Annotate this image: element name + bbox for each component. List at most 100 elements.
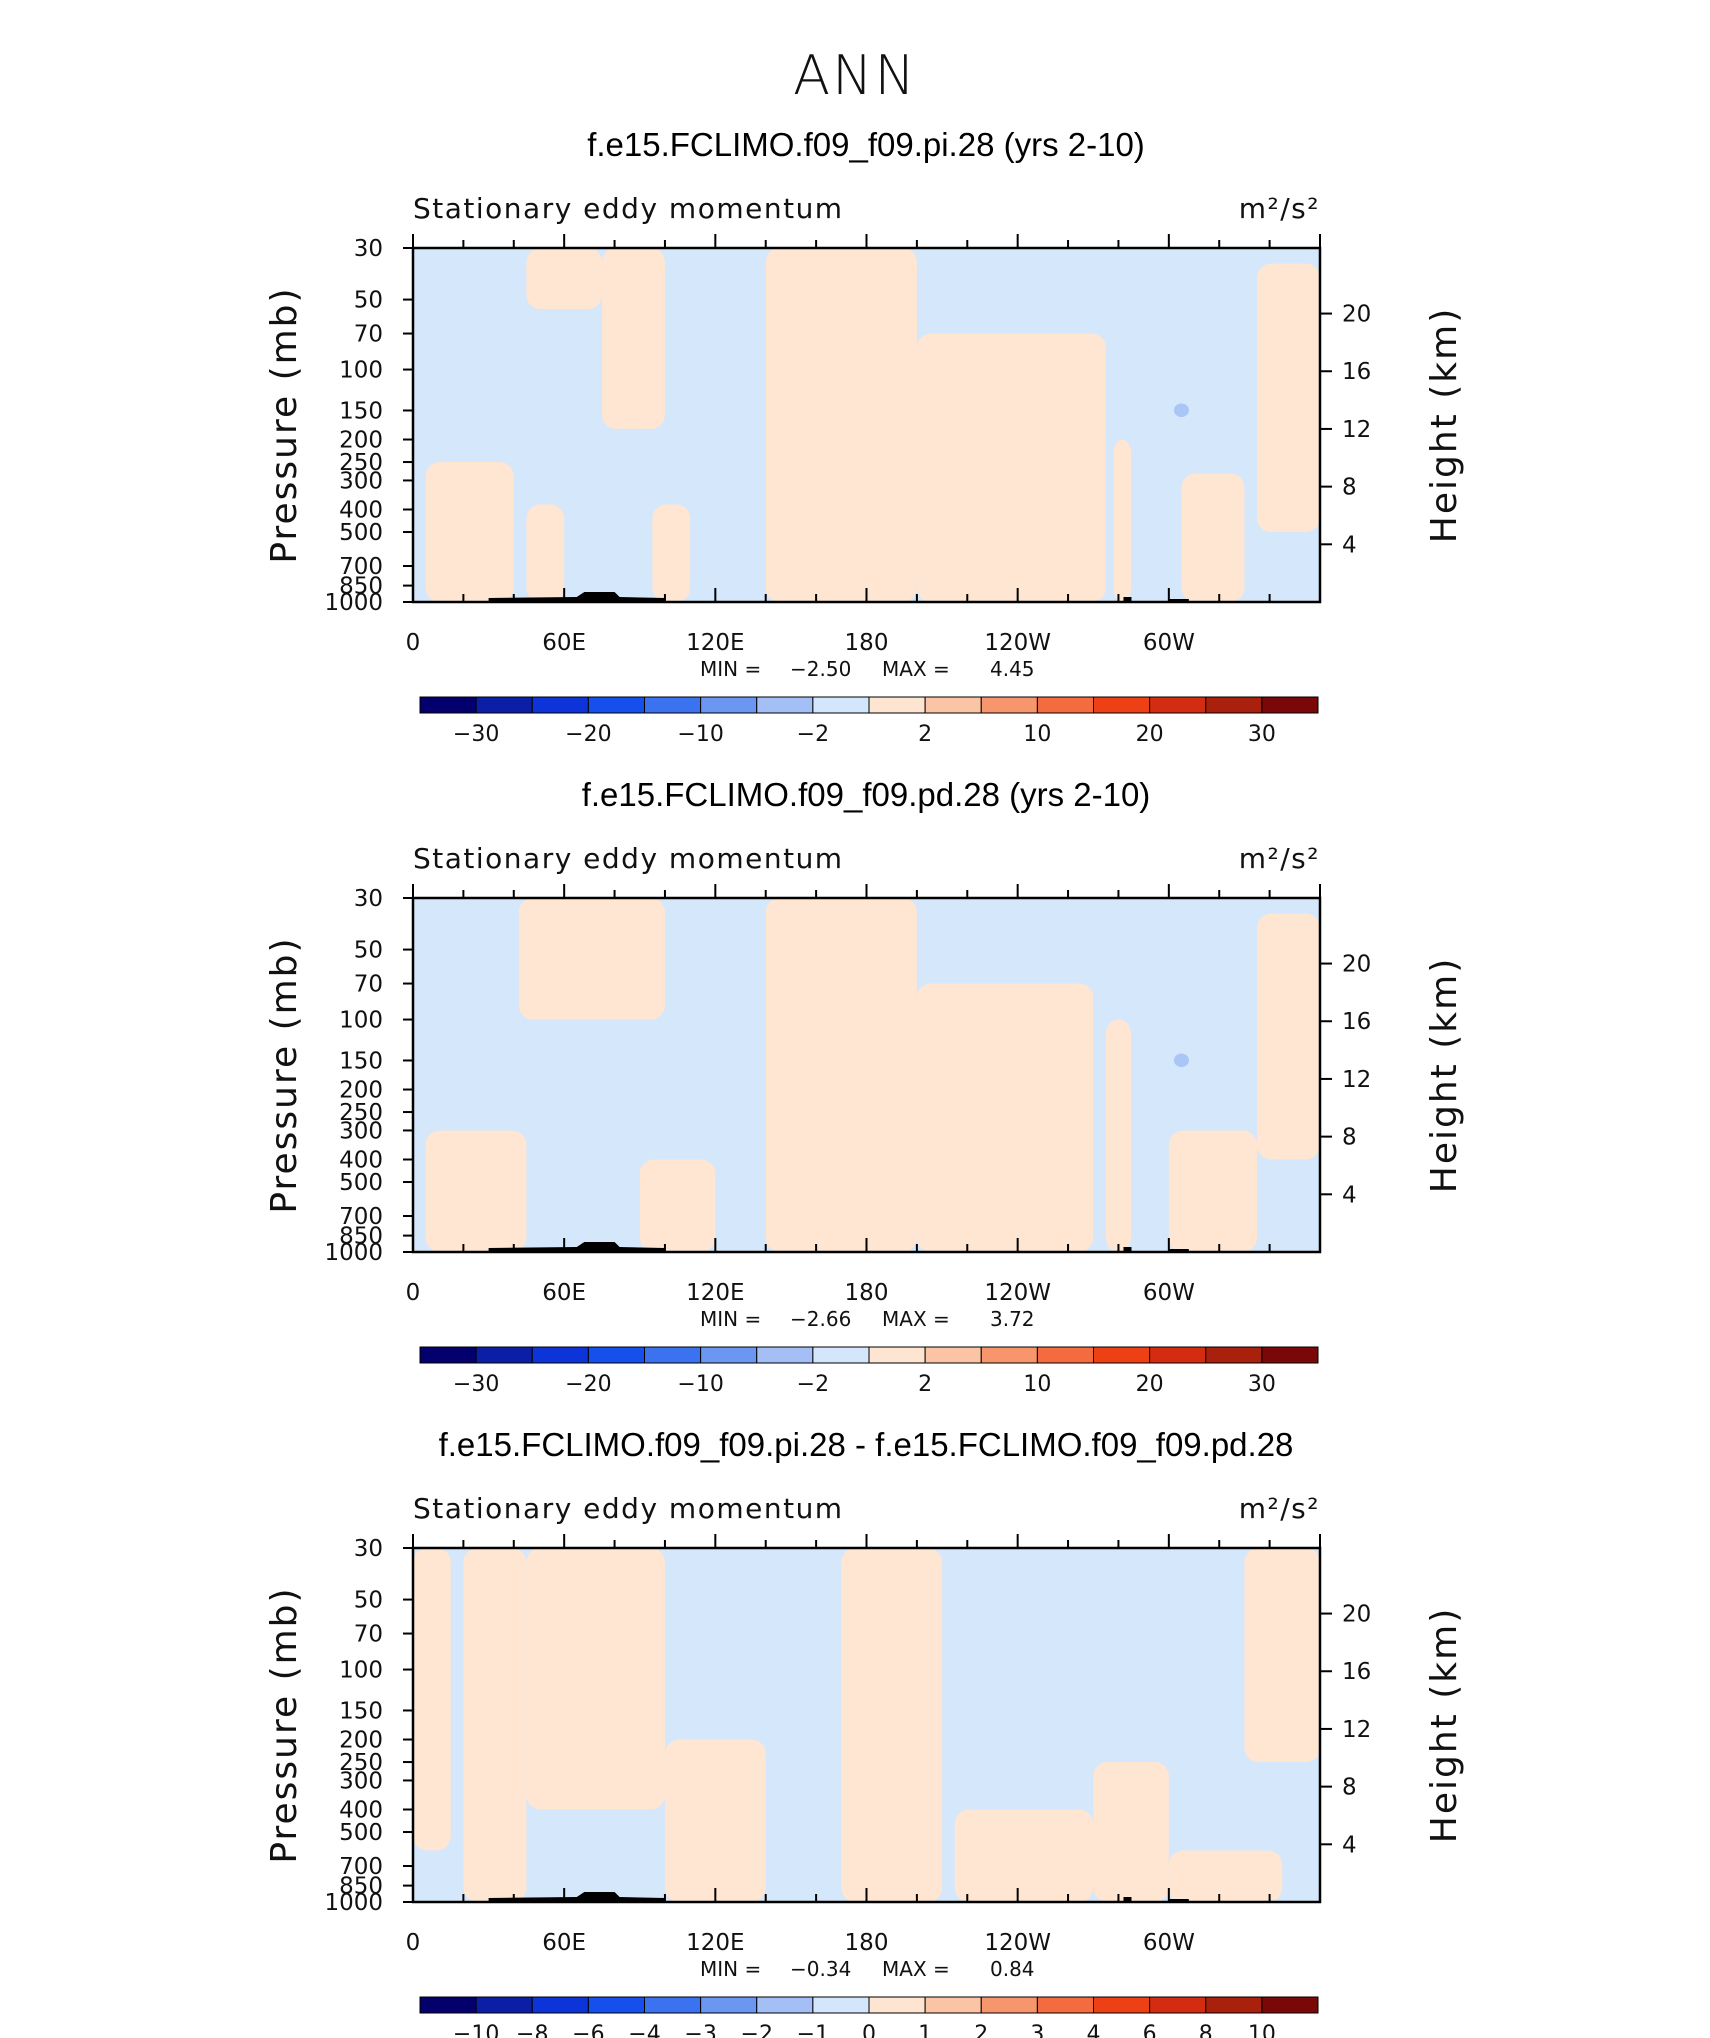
colorbar-label: −20: [565, 1372, 611, 1397]
colorbar-swatch: [700, 1346, 758, 1364]
field-region: [765, 248, 917, 602]
field-region: [841, 1548, 943, 1902]
chart-panel-1: f.e15.FCLIMO.f09_f09.pi.28 (yrs 2-10) Sta…: [264, 126, 1465, 747]
x-tick-label: 120W: [984, 1280, 1051, 1306]
y-tick-label: 850: [339, 1224, 383, 1250]
colorbar-label: −1: [797, 2022, 829, 2038]
field-region: [425, 462, 514, 602]
topography-mask: [1123, 1247, 1132, 1252]
colorbar-label: −2: [797, 722, 829, 747]
y-right-tick-label: 12: [1342, 1067, 1371, 1093]
y-tick-label: 150: [339, 398, 383, 424]
y-tick-label: 50: [354, 288, 383, 314]
colorbar-swatch: [868, 1996, 926, 2014]
topography-mask: [1168, 1249, 1189, 1252]
panel-subtitle: Stationary eddy momentum: [413, 842, 844, 875]
y-right-tick-label: 20: [1342, 952, 1371, 978]
colorbar-swatch: [419, 1996, 477, 2014]
colorbar-swatch: [756, 1996, 814, 2014]
field-layer: [425, 248, 1320, 602]
field-region: [916, 983, 1094, 1252]
chart-panel-2: f.e15.FCLIMO.f09_f09.pd.28 (yrs 2-10) Sta…: [264, 776, 1465, 1397]
y-axis-title: Pressure (mb): [264, 936, 305, 1213]
colorbar-swatch: [475, 696, 533, 714]
field-region: [413, 1548, 451, 1851]
y-tick-label: 400: [339, 497, 383, 523]
y-tick-label: 400: [339, 1797, 383, 1823]
colorbar-label: −20: [565, 722, 611, 747]
y-right-tick-label: 20: [1342, 302, 1371, 328]
min-label: MIN =: [700, 657, 761, 681]
field-region: [518, 898, 665, 1020]
colorbar-swatch: [924, 1346, 982, 1364]
y-right-axis-title: Height (km): [1424, 1607, 1465, 1843]
colorbar-label: −4: [628, 2022, 660, 2038]
field-layer: [413, 1548, 1320, 1902]
field-layer: [425, 898, 1320, 1252]
y-tick-label: 50: [354, 1588, 383, 1614]
colorbar-label: 8: [1199, 2022, 1213, 2038]
field-region: [1168, 1130, 1258, 1252]
field-region: [526, 1548, 665, 1810]
y-right-tick-label: 12: [1342, 1717, 1371, 1743]
colorbar-swatch: [868, 1346, 926, 1364]
x-tick-label: 180: [845, 630, 889, 656]
y-tick-label: 250: [339, 450, 383, 476]
colorbar-swatch: [587, 1996, 645, 2014]
field-region: [652, 504, 691, 602]
y-axis-title: Pressure (mb): [264, 286, 305, 563]
colorbar-swatch: [1261, 1346, 1319, 1364]
y-right-tick-label: 4: [1342, 1182, 1357, 1208]
field-region: [954, 1809, 1094, 1902]
colorbar-label: −2: [741, 2022, 773, 2038]
colorbar-swatch: [1093, 696, 1151, 714]
y-tick-label: 700: [339, 1204, 383, 1230]
colorbar-swatch: [644, 1996, 702, 2014]
y-tick-label: 1000: [324, 1240, 383, 1266]
x-tick-label: 180: [845, 1930, 889, 1956]
min-value: −2.50: [790, 657, 851, 681]
colorbar-label: 1: [918, 2022, 932, 2038]
field-region: [1093, 1762, 1169, 1902]
y-right-axis-title: Height (km): [1424, 307, 1465, 543]
field-region: [1244, 1548, 1320, 1763]
y-tick-label: 50: [354, 938, 383, 964]
colorbar-swatch: [1261, 696, 1319, 714]
topography-mask: [1123, 1897, 1132, 1902]
colorbar-label: −30: [453, 722, 499, 747]
colorbar-label: 3: [1030, 2022, 1044, 2038]
x-tick-label: 0: [406, 1930, 421, 1956]
colorbar-label: 20: [1136, 722, 1164, 747]
colorbar-label: −10: [677, 1372, 723, 1397]
y-right-tick-label: 16: [1342, 1009, 1371, 1035]
colorbar-swatch: [812, 1996, 870, 2014]
y-tick-label: 850: [339, 1874, 383, 1900]
colorbar-swatch: [980, 1346, 1038, 1364]
field-region: [1173, 403, 1189, 417]
colorbar-label: −2: [797, 1372, 829, 1397]
colorbar-label: −10: [453, 2022, 499, 2038]
colorbar-label: −30: [453, 1372, 499, 1397]
field-region: [526, 504, 565, 602]
colorbar-swatch: [644, 696, 702, 714]
topography-mask: [488, 1892, 665, 1902]
field-region: [916, 333, 1106, 602]
max-value: 0.84: [990, 1957, 1035, 1981]
colorbar-label: −8: [516, 2022, 548, 2038]
y-tick-label: 70: [354, 322, 383, 348]
colorbar-swatch: [700, 1996, 758, 2014]
colorbar-label: −10: [677, 722, 723, 747]
panel-title: f.e15.FCLIMO.f09_f09.pi.28 (yrs 2-10): [587, 126, 1145, 163]
max-label: MAX =: [882, 657, 950, 681]
figure-title: ANN: [793, 44, 917, 107]
field-region: [425, 1130, 527, 1252]
colorbar-swatch: [1205, 1346, 1263, 1364]
colorbar-swatch: [812, 1346, 870, 1364]
y-right-tick-label: 12: [1342, 417, 1371, 443]
min-value: −2.66: [790, 1307, 851, 1331]
y-right-tick-label: 4: [1342, 1832, 1357, 1858]
max-value: 3.72: [990, 1307, 1035, 1331]
y-tick-label: 1000: [324, 1890, 383, 1916]
colorbar-label: 20: [1136, 1372, 1164, 1397]
y-right-tick-label: 8: [1342, 475, 1357, 501]
